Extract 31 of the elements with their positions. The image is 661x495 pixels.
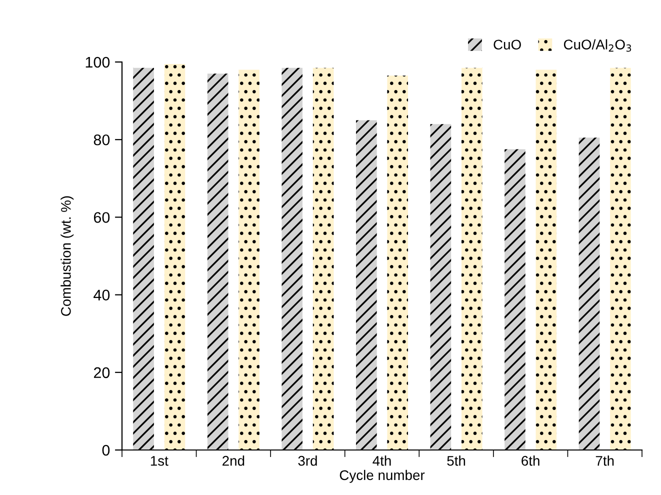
x-tick-label: 6th bbox=[522, 456, 540, 466]
bar bbox=[504, 149, 526, 450]
bar bbox=[312, 68, 334, 450]
bar bbox=[238, 70, 260, 450]
bar bbox=[164, 64, 186, 450]
legend-label: CuO bbox=[494, 40, 521, 50]
bar bbox=[430, 124, 452, 450]
y-tick-label: 40 bbox=[94, 290, 110, 300]
y-tick-label: 100 bbox=[86, 56, 110, 68]
x-tick-label: 3rd bbox=[298, 456, 317, 466]
x-tick-label: 4th bbox=[372, 456, 391, 466]
x-tick-label: 1st bbox=[150, 456, 168, 466]
bar bbox=[610, 68, 631, 450]
y-axis-title: Combustion (wt. %) bbox=[60, 196, 74, 316]
x-tick-label: 7th bbox=[596, 456, 614, 466]
bar bbox=[207, 74, 228, 450]
x-tick-label: 2nd bbox=[222, 456, 244, 466]
x-tick-label: 5th bbox=[447, 456, 466, 466]
bar bbox=[356, 120, 377, 450]
bar bbox=[461, 68, 482, 450]
bar bbox=[282, 68, 303, 450]
bar bbox=[387, 76, 408, 450]
y-tick-label: 0 bbox=[102, 444, 110, 456]
x-axis-title: Cycle number bbox=[340, 470, 425, 483]
y-tick-label: 20 bbox=[94, 367, 110, 378]
bar bbox=[133, 68, 154, 450]
y-tick-label: 80 bbox=[94, 134, 110, 146]
y-tick-label: 60 bbox=[94, 212, 110, 223]
bar bbox=[536, 70, 557, 450]
legend-label: CuO/Al$_{2}$O$_{3}$ bbox=[564, 39, 632, 52]
bar bbox=[578, 138, 600, 450]
